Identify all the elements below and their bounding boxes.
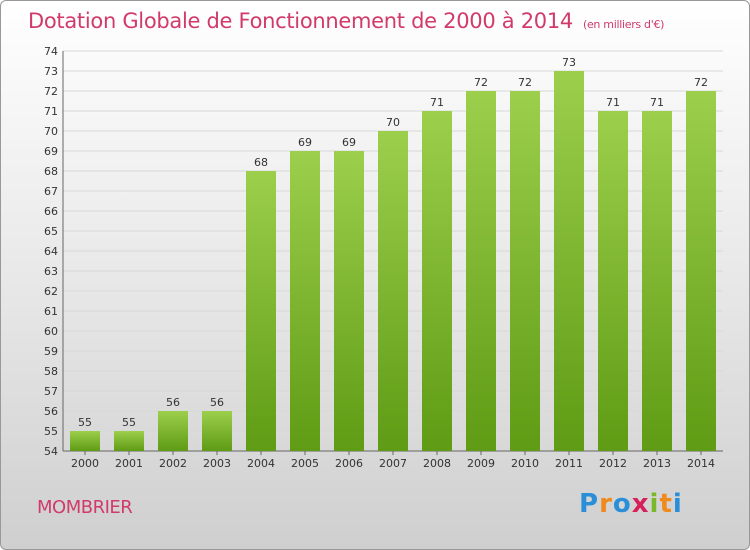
bar-value-label: 56 — [210, 396, 224, 409]
bar — [422, 111, 452, 451]
bar-value-label: 56 — [166, 396, 180, 409]
proxiti-logo: Proxiti — [579, 489, 683, 519]
y-tick-label: 67 — [44, 185, 58, 198]
bar-value-label: 55 — [78, 416, 92, 429]
y-tick-label: 68 — [44, 165, 58, 178]
bar — [246, 171, 276, 451]
x-tick-label: 2004 — [247, 457, 275, 470]
y-tick-label: 70 — [44, 125, 58, 138]
bar — [510, 91, 540, 451]
y-tick-label: 54 — [44, 445, 58, 458]
x-tick-label: 2014 — [687, 457, 715, 470]
bar-value-label: 72 — [474, 76, 488, 89]
x-tick-labels: 2000 2001 2002 2003 2004 2005 2006 2007 2008 2009… — [71, 451, 715, 470]
x-tick-label: 2013 — [643, 457, 671, 470]
x-tick-label: 2012 — [599, 457, 627, 470]
bar-value-label: 73 — [562, 56, 576, 69]
bar-value-label: 71 — [606, 96, 620, 109]
y-tick-label: 69 — [44, 145, 58, 158]
y-tick-label: 74 — [44, 45, 58, 58]
bar — [642, 111, 672, 451]
x-tick-label: 2001 — [115, 457, 143, 470]
y-tick-label: 56 — [44, 405, 58, 418]
bar-value-label: 72 — [518, 76, 532, 89]
commune-name: MOMBRIER — [37, 497, 133, 518]
data-labels: 55 55 56 56 68 69 69 70 71 72 72 73 71 71 72 — [78, 56, 708, 429]
y-tick-label: 72 — [44, 85, 58, 98]
bar — [202, 411, 232, 451]
bars — [70, 71, 716, 451]
bar-value-label: 69 — [298, 136, 312, 149]
x-tick-label: 2008 — [423, 457, 451, 470]
y-tick-label: 71 — [44, 105, 58, 118]
bar-value-label: 69 — [342, 136, 356, 149]
x-tick-label: 2006 — [335, 457, 363, 470]
chart-title-text: Dotation Globale de Fonctionnement de 20… — [28, 9, 573, 33]
y-tick-label: 60 — [44, 325, 58, 338]
x-tick-label: 2002 — [159, 457, 187, 470]
y-tick-label: 58 — [44, 365, 58, 378]
y-tick-label: 65 — [44, 225, 58, 238]
x-tick-label: 2007 — [379, 457, 407, 470]
bar — [686, 91, 716, 451]
y-tick-label: 55 — [44, 425, 58, 438]
y-tick-label: 57 — [44, 385, 58, 398]
y-tick-label: 59 — [44, 345, 58, 358]
x-tick-label: 2003 — [203, 457, 231, 470]
bar — [378, 131, 408, 451]
bar-value-label: 55 — [122, 416, 136, 429]
bar-value-label: 71 — [430, 96, 444, 109]
x-tick-label: 2009 — [467, 457, 495, 470]
x-tick-label: 2000 — [71, 457, 99, 470]
bar-value-label: 70 — [386, 116, 400, 129]
bar-value-label: 72 — [694, 76, 708, 89]
bar — [466, 91, 496, 451]
x-tick-label: 2011 — [555, 457, 583, 470]
y-tick-labels: 54 55 56 57 58 59 60 61 62 63 64 65 66 67 68 69 70 71 72 73… — [44, 45, 58, 458]
chart-title: Dotation Globale de Fonctionnement de 20… — [28, 9, 664, 33]
bar — [334, 151, 364, 451]
x-tick-label: 2005 — [291, 457, 319, 470]
y-tick-label: 66 — [44, 205, 58, 218]
x-tick-label: 2010 — [511, 457, 539, 470]
y-tick-label: 62 — [44, 285, 58, 298]
bar — [290, 151, 320, 451]
chart-unit: (en milliers d'€) — [582, 18, 665, 31]
y-tick-label: 61 — [44, 305, 58, 318]
bar-value-label: 68 — [254, 156, 268, 169]
bar — [70, 431, 100, 451]
bar — [554, 71, 584, 451]
bar — [598, 111, 628, 451]
y-tick-label: 63 — [44, 265, 58, 278]
y-tick-label: 73 — [44, 65, 58, 78]
y-tick-label: 64 — [44, 245, 58, 258]
bar-value-label: 71 — [650, 96, 664, 109]
bar — [158, 411, 188, 451]
bar — [114, 431, 144, 451]
